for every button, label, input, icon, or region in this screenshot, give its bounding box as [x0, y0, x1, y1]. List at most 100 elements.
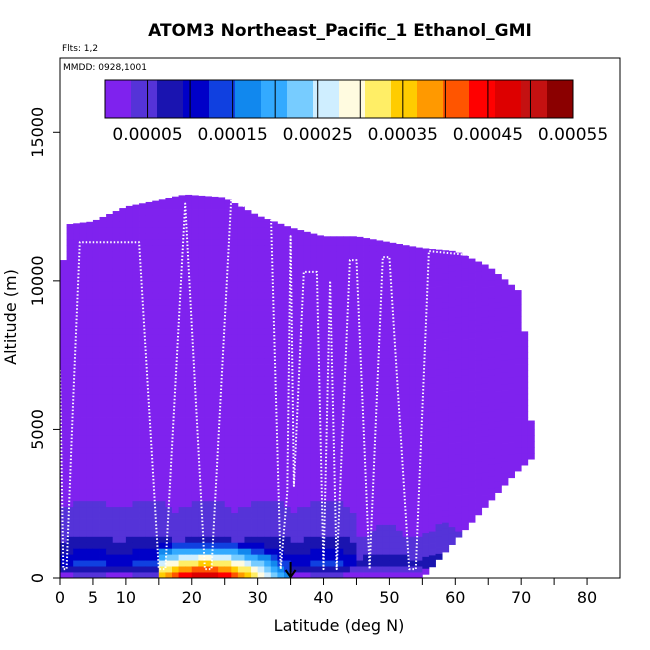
heatmap-cell	[60, 494, 67, 502]
heatmap-cell	[178, 292, 186, 300]
heatmap-cell	[382, 381, 390, 389]
heatmap-cell	[132, 542, 140, 549]
heatmap-cell	[488, 434, 496, 441]
heatmap-cell	[527, 429, 535, 436]
heatmap-cell	[415, 453, 423, 460]
heatmap-cell	[165, 411, 173, 418]
heatmap-cell	[224, 465, 232, 472]
heatmap-cell	[237, 548, 245, 555]
heatmap-cell	[382, 241, 390, 246]
heatmap-cell	[73, 524, 81, 531]
heatmap-cell	[422, 544, 430, 551]
heatmap-cell	[119, 209, 127, 216]
heatmap-cell	[468, 492, 476, 499]
heatmap-cell	[349, 542, 357, 549]
heatmap-cell	[409, 429, 417, 436]
heatmap-cell	[303, 268, 311, 276]
heatmap-cell	[290, 572, 298, 578]
heatmap-cell	[277, 453, 285, 460]
heatmap-cell	[152, 447, 160, 454]
heatmap-cell	[508, 442, 515, 449]
heatmap-cell	[382, 435, 390, 442]
heatmap-cell	[336, 274, 344, 282]
heatmap-cell	[237, 334, 245, 341]
heatmap-cell	[409, 560, 417, 567]
heatmap-cell	[376, 411, 384, 418]
heatmap-cell	[264, 298, 272, 306]
heatmap-cell	[204, 304, 212, 311]
heatmap-cell	[178, 215, 186, 222]
heatmap-cell	[323, 310, 331, 317]
heatmap-cell	[277, 429, 285, 436]
heatmap-cell	[514, 411, 522, 418]
heatmap-cell	[119, 286, 127, 294]
heatmap-cell	[488, 416, 496, 424]
heatmap-cell	[224, 358, 232, 365]
heatmap-cell	[442, 290, 450, 297]
heatmap-cell	[86, 405, 94, 412]
heatmap-cell	[112, 268, 120, 276]
heatmap-cell	[92, 364, 100, 371]
heatmap-cell	[284, 506, 291, 514]
heatmap-cell	[251, 399, 259, 407]
heatmap-cell	[435, 369, 443, 376]
heatmap-cell	[310, 560, 318, 567]
heatmap-cell	[475, 407, 483, 415]
heatmap-cell	[66, 423, 74, 430]
heatmap-cell	[323, 334, 331, 341]
heatmap-cell	[244, 310, 252, 317]
heatmap-cell	[99, 482, 107, 490]
heatmap-cell	[475, 491, 483, 498]
heatmap-cell	[461, 434, 469, 441]
heatmap-cell	[389, 274, 397, 282]
heatmap-cell	[415, 542, 423, 549]
heatmap-cell	[172, 453, 179, 460]
heatmap-cell	[112, 548, 120, 555]
heatmap-cell	[448, 497, 456, 504]
heatmap-cell	[86, 482, 94, 490]
heatmap-cell	[435, 470, 443, 477]
heatmap-cell	[336, 447, 344, 454]
heatmap-cell	[382, 286, 390, 294]
heatmap-cell	[409, 246, 417, 252]
heatmap-cell	[422, 455, 430, 462]
heatmap-cell	[461, 387, 469, 394]
heatmap-cell	[264, 476, 272, 484]
heatmap-cell	[297, 257, 305, 264]
heatmap-cell	[415, 340, 423, 347]
heatmap-cell	[112, 512, 120, 519]
heatmap-cell	[277, 292, 285, 300]
heatmap-cell	[198, 370, 206, 377]
heatmap-cell	[310, 512, 318, 519]
heatmap-cell	[251, 554, 259, 561]
heatmap-cell	[475, 390, 483, 397]
heatmap-cell	[514, 417, 522, 424]
heatmap-cell	[119, 459, 127, 466]
heatmap-cell	[132, 572, 140, 578]
heatmap-cell	[481, 388, 489, 395]
heatmap-cell	[119, 435, 127, 442]
heatmap-cell	[501, 279, 509, 284]
heatmap-cell	[363, 352, 371, 359]
x-tick-label: 0	[55, 588, 65, 607]
heatmap-cell	[369, 560, 377, 567]
heatmap-cell	[448, 253, 456, 260]
heatmap-cell	[422, 526, 430, 534]
heatmap-cell	[422, 467, 430, 474]
heatmap-cell	[336, 476, 344, 484]
heatmap-cell	[158, 548, 166, 555]
heatmap-cell	[415, 500, 423, 508]
heatmap-cell	[475, 300, 483, 308]
heatmap-cell	[284, 280, 291, 288]
heatmap-cell	[494, 284, 502, 291]
heatmap-cell	[139, 233, 147, 240]
heatmap-cell	[303, 548, 311, 555]
heatmap-cell	[60, 260, 67, 264]
heatmap-cell	[389, 494, 397, 502]
heatmap-cell	[244, 524, 252, 531]
heatmap-cell	[185, 370, 193, 377]
heatmap-cell	[435, 262, 443, 269]
heatmap-cell	[191, 298, 199, 306]
heatmap-cell	[99, 429, 107, 436]
heatmap-cell	[106, 257, 114, 264]
